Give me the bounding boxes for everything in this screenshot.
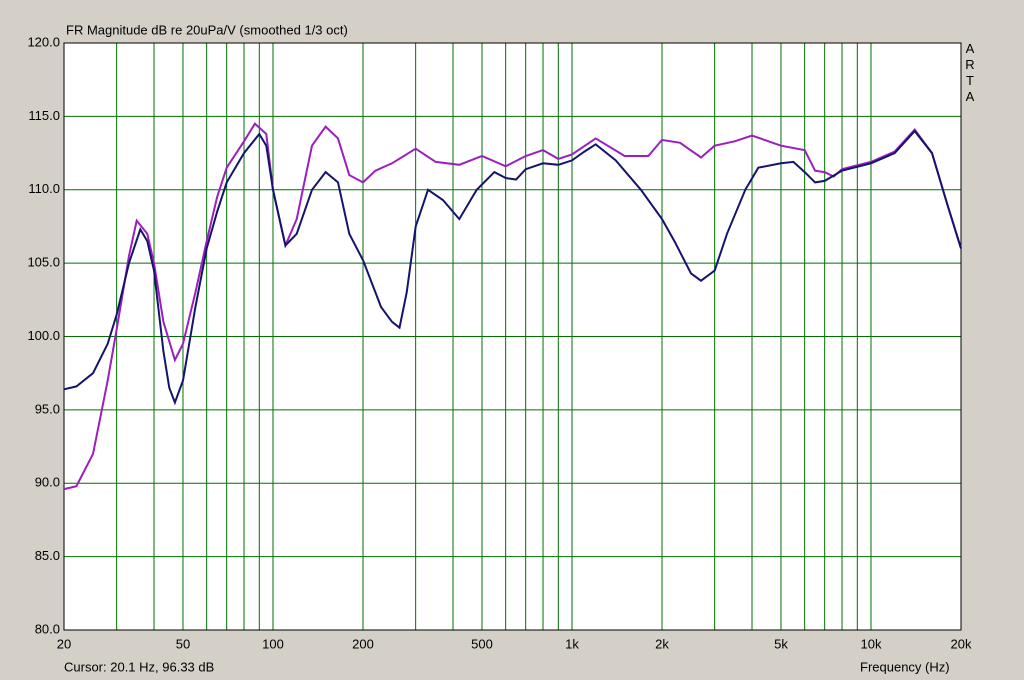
- plot-border: [63, 42, 962, 631]
- chart-title: FR Magnitude dB re 20uPa/V (smoothed 1/3…: [66, 22, 348, 37]
- x-tick-label: 200: [352, 636, 374, 651]
- y-tick-label: 120.0: [27, 34, 60, 49]
- x-tick-label: 5k: [774, 636, 788, 651]
- y-tick-label: 110.0: [28, 181, 60, 196]
- y-tick-label: 115.0: [28, 108, 60, 123]
- cursor-status: Cursor: 20.1 Hz, 96.33 dB: [64, 659, 214, 674]
- x-tick-label: 100: [262, 636, 284, 651]
- x-tick-label: 20: [57, 636, 71, 651]
- y-tick-label: 90.0: [35, 475, 60, 490]
- x-tick-label: 10k: [861, 636, 882, 651]
- y-tick-label: 85.0: [35, 548, 60, 563]
- x-tick-label: 20k: [951, 636, 972, 651]
- x-tick-label: 1k: [565, 636, 579, 651]
- y-tick-label: 105.0: [27, 255, 60, 270]
- y-tick-label: 100.0: [27, 328, 60, 343]
- series-line: [63, 129, 962, 406]
- x-tick-label: 50: [176, 636, 190, 651]
- x-axis-label: Frequency (Hz): [860, 659, 950, 674]
- x-tick-label: 500: [471, 636, 493, 651]
- y-tick-label: 95.0: [35, 401, 60, 416]
- y-tick-label: 80.0: [35, 621, 60, 636]
- x-tick-label: 2k: [655, 636, 669, 651]
- series-line: [63, 122, 962, 491]
